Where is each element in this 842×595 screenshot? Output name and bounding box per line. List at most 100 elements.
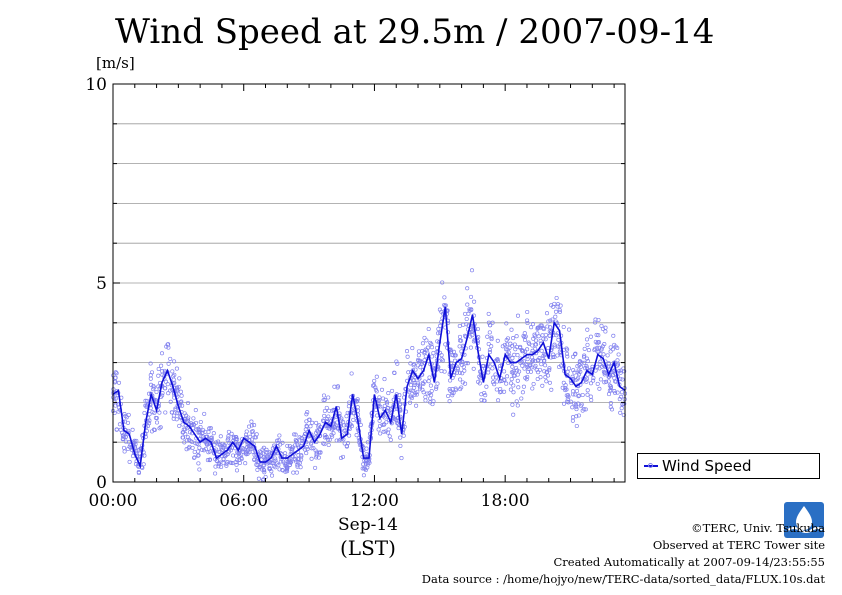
scatter-point [244, 434, 249, 440]
scatter-point [149, 370, 155, 375]
scatter-point [412, 380, 417, 386]
scatter-point [522, 331, 527, 336]
scatter-point [314, 420, 319, 425]
x-date-label: Sep-14 [338, 515, 398, 535]
scatter-point [324, 405, 329, 410]
scatter-point [203, 429, 208, 434]
scatter-point [547, 366, 552, 371]
scatter-point [566, 366, 572, 371]
scatter-point [408, 383, 413, 388]
scatter-point [511, 383, 516, 388]
scatter-point [464, 361, 469, 366]
scatter-point [207, 449, 213, 454]
scatter-point [487, 330, 492, 335]
scatter-point [544, 379, 549, 384]
scatter-point [364, 446, 369, 451]
scatter-point [170, 369, 175, 374]
scatter-point [541, 327, 546, 332]
scatter-point [225, 451, 230, 457]
scatter-point [459, 385, 464, 390]
scatter-point [159, 351, 165, 356]
scatter-point [244, 452, 249, 457]
scatter-point [344, 443, 349, 448]
scatter-point [262, 470, 267, 475]
scatter-point [191, 416, 196, 421]
scatter-point [371, 383, 376, 388]
scatter-point [171, 377, 176, 382]
scatter-point [266, 460, 271, 465]
y-tick-label: 0 [96, 473, 107, 493]
scatter-point [586, 348, 591, 353]
scatter-point [613, 344, 618, 349]
scatter-point [504, 321, 509, 326]
scatter-point [619, 406, 624, 411]
scatter-point [514, 344, 519, 349]
x-tick-label: 12:00 [350, 491, 399, 511]
scatter-point [509, 327, 514, 332]
scatter-point [267, 459, 272, 465]
scatter-point [326, 395, 331, 400]
scatter-point [479, 397, 484, 403]
scatter-point [412, 392, 417, 397]
scatter-point [486, 320, 491, 325]
scatter-point [550, 354, 556, 360]
scatter-point [431, 399, 436, 404]
scatter-point [361, 473, 366, 478]
scatter-point [570, 415, 576, 420]
scatter-point [608, 349, 613, 354]
scatter-point [490, 366, 495, 371]
scatter-point [599, 347, 604, 352]
scatter-point [196, 442, 201, 447]
scatter-point [533, 338, 539, 343]
scatter-point [601, 369, 606, 374]
scatter-point [168, 356, 173, 361]
scatter-point [533, 363, 538, 368]
scatter-point [522, 366, 527, 371]
scatter-point [176, 384, 181, 389]
credit-source: Data source : /home/hojyo/new/TERC-data/… [421, 572, 825, 586]
scatter-point [249, 419, 254, 424]
scatter-point [512, 373, 517, 378]
scatter-point [622, 369, 627, 374]
scatter-point [618, 376, 623, 381]
scatter-point [525, 318, 530, 323]
scatter-point [523, 334, 528, 339]
scatter-point [151, 427, 157, 432]
scatter-point [329, 432, 334, 437]
scatter-point [117, 422, 122, 427]
scatter-point [221, 457, 226, 462]
scatter-point [505, 374, 510, 379]
scatter-point [160, 372, 165, 377]
scatter-point [200, 430, 205, 435]
scatter-point [189, 439, 194, 444]
scatter-point [596, 317, 601, 323]
scatter-point [486, 311, 491, 316]
scatter-point [185, 435, 190, 440]
scatter-point [291, 470, 296, 475]
scatter-point [300, 439, 305, 444]
scatter-point [596, 340, 601, 345]
scatter-point [206, 429, 211, 435]
scatter-point [322, 408, 327, 414]
scatter-point [426, 379, 431, 384]
scatter-point [515, 368, 520, 373]
scatter-point [376, 427, 381, 432]
scatter-point [216, 449, 222, 454]
scatter-point [460, 380, 465, 385]
scatter-point [594, 332, 599, 337]
scatter-point [468, 294, 474, 299]
scatter-point [386, 427, 391, 432]
scatter-point [221, 443, 227, 448]
scatter-point [425, 391, 430, 396]
scatter-point [315, 429, 320, 434]
scatter-point [219, 447, 225, 453]
scatter-point [339, 416, 344, 421]
scatter-point [539, 362, 544, 367]
x-timezone-label: (LST) [340, 536, 396, 560]
scatter-point [178, 389, 183, 394]
scatter-point [196, 426, 201, 431]
scatter-point [322, 435, 328, 440]
scatter-point [547, 333, 552, 338]
scatter-point [447, 399, 452, 404]
scatter-point [582, 407, 587, 412]
